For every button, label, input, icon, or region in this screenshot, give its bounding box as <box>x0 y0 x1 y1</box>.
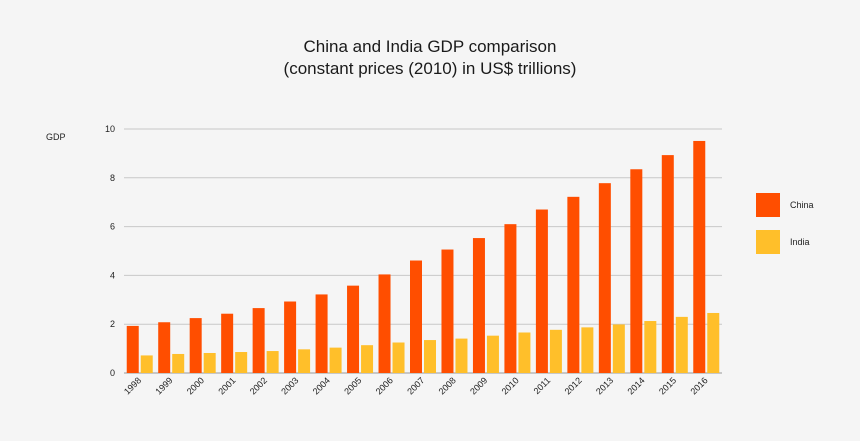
bar-china-2015 <box>661 155 674 373</box>
x-tick-label: 2014 <box>625 375 646 396</box>
bar-india-2007 <box>424 340 436 373</box>
legend-label-india: India <box>790 237 810 247</box>
y-tick-label: 2 <box>110 319 115 329</box>
x-tick-label: 2006 <box>374 375 395 396</box>
x-tick-label: 2003 <box>279 375 300 396</box>
chart-title-block: China and India GDP comparison (constant… <box>0 36 860 80</box>
bar-india-2012 <box>581 327 594 373</box>
bar-china-2004 <box>315 294 328 373</box>
bar-india-2001 <box>235 352 248 373</box>
chart-title: China and India GDP comparison <box>303 37 557 56</box>
bar-india-2009 <box>486 335 499 373</box>
bar-india-2016 <box>707 312 720 373</box>
x-tick-label: 2004 <box>311 375 332 396</box>
bar-india-2008 <box>455 338 468 373</box>
y-tick-label: 10 <box>105 124 115 134</box>
legend-swatch-india <box>756 230 780 254</box>
bar-china-2001 <box>221 313 234 373</box>
x-tick-label: 1998 <box>122 375 143 396</box>
bar-india-2014 <box>644 321 657 373</box>
x-tick-label: 2010 <box>500 375 521 396</box>
bar-china-2002 <box>252 308 265 373</box>
bar-china-2016 <box>693 140 706 373</box>
x-tick-label: 2002 <box>248 375 269 396</box>
x-tick-label: 2008 <box>437 375 458 396</box>
bar-india-2015 <box>675 316 688 373</box>
bar-china-2006 <box>378 274 391 373</box>
bar-india-1998 <box>140 355 153 373</box>
x-tick-label: 2016 <box>688 375 709 396</box>
bar-china-2014 <box>630 169 643 373</box>
bar-india-2000 <box>203 352 216 373</box>
x-tick-label: 2013 <box>594 375 615 396</box>
x-tick-label: 1999 <box>153 375 174 396</box>
bar-china-1999 <box>158 322 171 373</box>
bar-india-2011 <box>549 329 562 373</box>
bar-india-2004 <box>329 347 342 373</box>
y-tick-label: 8 <box>110 173 115 183</box>
y-tick-label: 0 <box>110 368 115 378</box>
x-tick-label: 2007 <box>405 375 426 396</box>
chart-subtitle: (constant prices (2010) in US$ trillions… <box>283 59 577 78</box>
bar-china-2012 <box>567 196 580 373</box>
bar-china-2008 <box>441 249 454 373</box>
x-tick-label: 2011 <box>532 375 553 396</box>
bar-india-2005 <box>361 345 374 373</box>
bar-india-2003 <box>298 349 311 373</box>
legend-label-china: China <box>790 200 814 210</box>
y-tick-label: 4 <box>110 270 115 280</box>
legend-swatch-china <box>756 193 780 217</box>
bar-india-2002 <box>266 351 279 373</box>
bar-china-2013 <box>598 183 611 373</box>
bar-china-2010 <box>504 224 517 373</box>
x-tick-label: 2012 <box>563 375 584 396</box>
bar-china-2007 <box>410 260 422 373</box>
bar-india-1999 <box>172 353 185 373</box>
x-tick-label: 2009 <box>468 375 489 396</box>
legend-item-india: India <box>756 230 810 254</box>
x-tick-label: 2015 <box>657 375 678 396</box>
bar-china-2003 <box>284 301 297 373</box>
bar-china-2000 <box>189 318 202 373</box>
x-tick-label: 2005 <box>342 375 363 396</box>
bar-china-1998 <box>126 325 139 373</box>
x-tick-label: 2000 <box>185 375 206 396</box>
y-axis-label: GDP <box>46 132 66 142</box>
bar-china-2005 <box>347 285 360 373</box>
bar-india-2013 <box>612 324 625 373</box>
y-tick-label: 6 <box>110 222 115 232</box>
legend-item-china: China <box>756 193 814 217</box>
bar-india-2010 <box>518 332 531 373</box>
bar-china-2009 <box>472 238 485 373</box>
bar-india-2006 <box>392 342 405 373</box>
x-tick-label: 2001 <box>216 375 237 396</box>
bar-china-2011 <box>535 209 548 373</box>
